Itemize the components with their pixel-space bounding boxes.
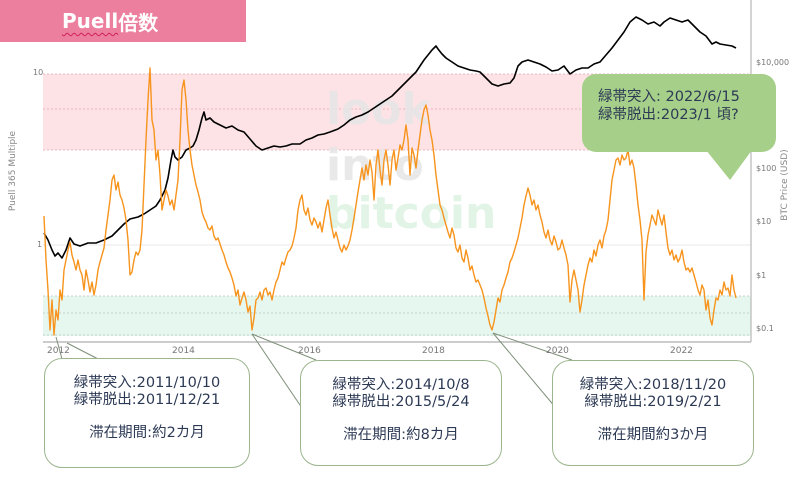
page-title: Puell 倍数: [0, 0, 246, 42]
callout-2018: 緑帯突入:2018/11/20 緑帯脱出:2019/2/21 滞在期間約3か月: [552, 360, 754, 466]
callout-entry: 緑帯突入:2014/10/8: [332, 377, 470, 393]
x-tick-2014: 2014: [172, 346, 195, 356]
svg-text:look: look: [326, 84, 433, 135]
x-tick-2016: 2016: [298, 346, 321, 356]
x-tick-2020: 2020: [546, 346, 569, 356]
x-tick-2022: 2022: [670, 346, 693, 356]
title-jp: 倍数: [118, 10, 159, 35]
right-axis-label: BTC Price (USD): [780, 149, 790, 221]
current-callout-entry: 緑帯突入: 2022/6/15: [598, 89, 740, 105]
callout-exit: 緑帯脱出:2015/5/24: [332, 394, 470, 410]
current-callout-exit: 緑帯脱出:2023/1 頃?: [598, 107, 739, 123]
callout-2011: 緑帯突入:2011/10/10 緑帯脱出:2011/12/21 滞在期間:約2カ…: [44, 358, 250, 468]
right-tick-1: $1: [756, 271, 767, 280]
callout-duration: 滞在期間:約2カ月: [89, 425, 205, 441]
left-tick-1: 1: [37, 240, 43, 249]
x-tick-2012: 2012: [47, 346, 70, 356]
callout-2014: 緑帯突入:2014/10/8 緑帯脱出:2015/5/24 滞在期間:約8カ月: [300, 360, 502, 466]
btc-price-line: [43, 16, 737, 259]
x-tick-2018: 2018: [422, 346, 445, 356]
right-tick-10000: $10,000: [756, 58, 790, 67]
callout-exit: 緑帯脱出:2019/2/21: [584, 394, 722, 410]
callout-pointers: [55, 332, 573, 409]
callout-entry: 緑帯突入:2018/11/20: [579, 377, 727, 393]
callout-entry: 緑帯突入:2011/10/10: [73, 375, 221, 391]
right-tick-100: $100: [756, 164, 777, 173]
right-tick-0-1: $0.1: [756, 324, 774, 333]
callout-exit: 緑帯脱出:2011/12/21: [73, 392, 221, 408]
left-axis-label: Puell 365 Multiple: [8, 130, 18, 212]
left-tick-10: 10: [33, 68, 44, 77]
green-band-gridlines: [43, 295, 751, 336]
callout-duration: 滞在期間:約8カ月: [343, 427, 459, 443]
callout-duration: 滞在期間約3か月: [597, 427, 709, 443]
right-tick-10: $10: [756, 217, 772, 226]
green-band: [43, 296, 751, 336]
title-latin: Puell: [62, 9, 119, 33]
current-callout: 緑帯突入: 2022/6/15 緑帯脱出:2023/1 頃?: [582, 74, 776, 152]
current-callout-pointer: [706, 150, 752, 180]
puell-multiple-line: [43, 67, 737, 336]
